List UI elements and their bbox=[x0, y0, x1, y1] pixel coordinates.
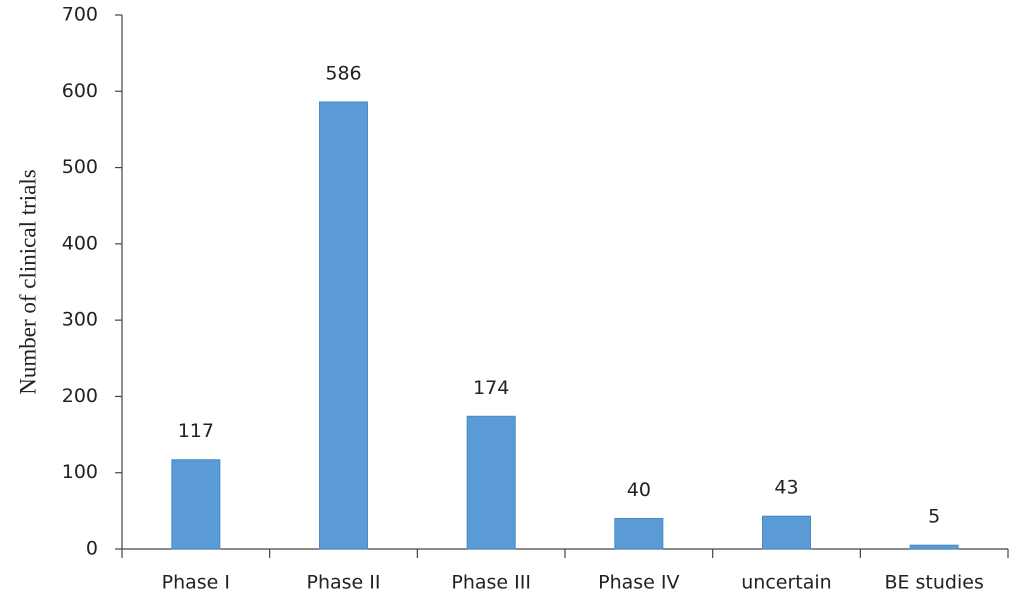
y-tick-label: 400 bbox=[62, 232, 98, 254]
y-tick-label: 500 bbox=[62, 156, 98, 178]
x-tick-label: uncertain bbox=[741, 572, 831, 594]
bar bbox=[909, 544, 959, 550]
y-tick-label: 200 bbox=[62, 385, 98, 407]
value-label: 117 bbox=[178, 420, 214, 442]
bar bbox=[319, 101, 368, 550]
value-label: 586 bbox=[325, 62, 361, 84]
value-label: 174 bbox=[473, 377, 509, 399]
value-label: 40 bbox=[627, 479, 651, 501]
x-tick-label: Phase IV bbox=[598, 572, 679, 594]
bar bbox=[171, 459, 221, 550]
value-label: 5 bbox=[928, 506, 940, 528]
y-tick-label: 300 bbox=[62, 309, 98, 331]
x-tick-label: Phase II bbox=[307, 572, 381, 594]
x-tick-label: BE studies bbox=[884, 572, 983, 594]
y-tick-label: 700 bbox=[62, 4, 98, 26]
y-tick-label: 0 bbox=[86, 538, 98, 560]
x-tick-label: Phase I bbox=[162, 572, 230, 594]
x-tick-label: Phase III bbox=[451, 572, 531, 594]
bar bbox=[466, 415, 516, 550]
y-axis-label: Number of clinical trials bbox=[15, 169, 40, 395]
y-tick-label: 100 bbox=[62, 461, 98, 483]
bar bbox=[762, 515, 811, 550]
value-label: 43 bbox=[774, 477, 798, 499]
bar bbox=[614, 517, 664, 550]
y-tick-label: 600 bbox=[62, 80, 98, 102]
